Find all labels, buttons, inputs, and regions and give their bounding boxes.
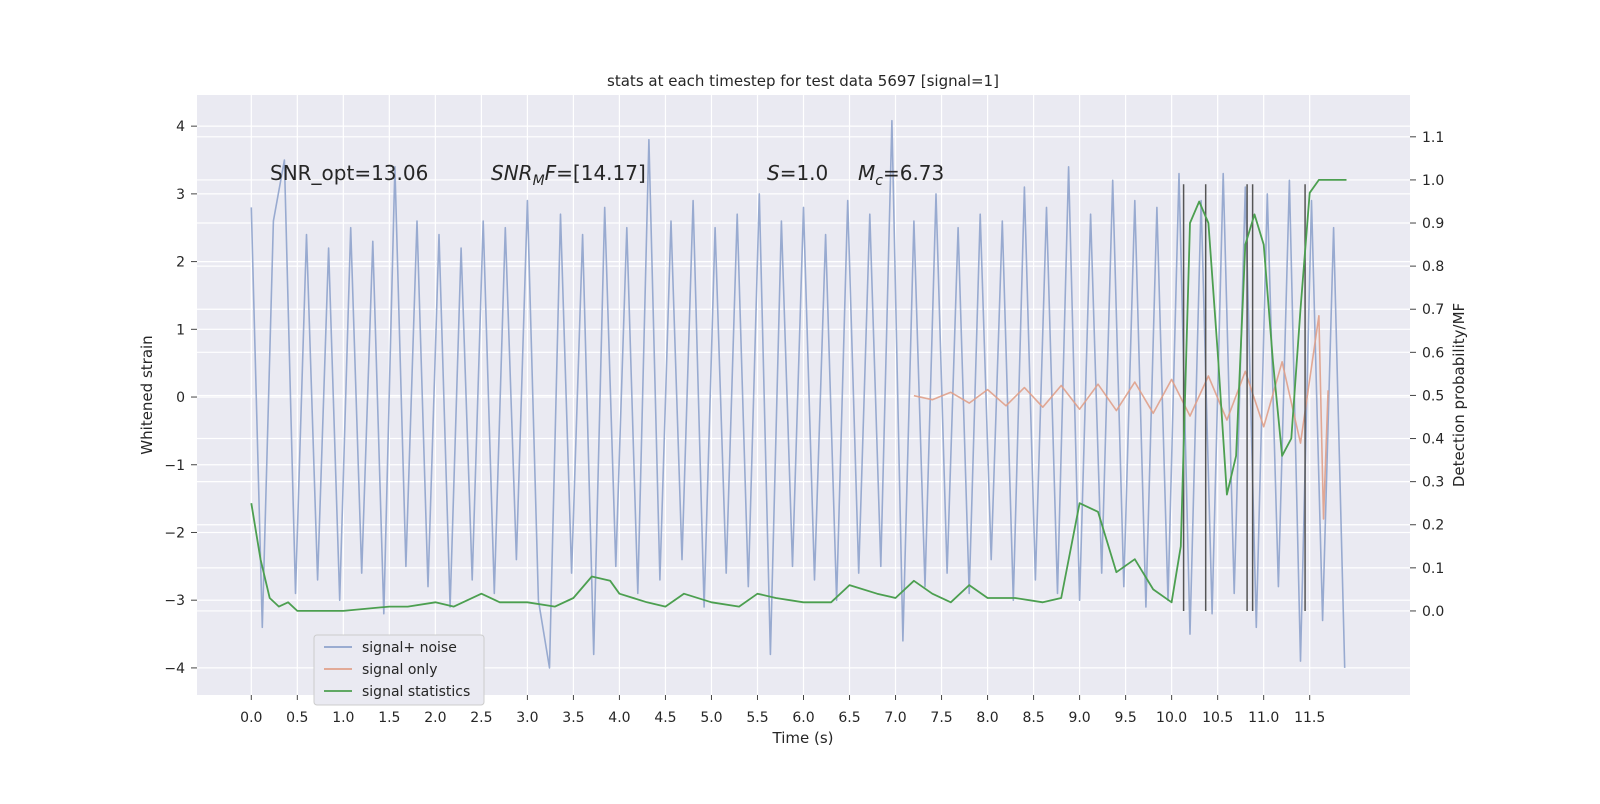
chart-title: stats at each timestep for test data 569… (607, 72, 999, 90)
x-tick-label: 5.5 (746, 710, 768, 726)
x-tick-label: 4.5 (654, 710, 676, 726)
y-axis-label: Whitened strain (138, 335, 156, 454)
y-tick-label: −2 (164, 525, 185, 541)
y-tick-label: 1 (176, 322, 185, 338)
y2-axis-label: Detection probability/MF (1450, 303, 1468, 487)
legend: signal+ noise signal only signal statistic… (313, 634, 485, 706)
annotation-part: M (858, 161, 875, 185)
series-line (250, 119, 1346, 669)
annotation: SNRMF=[14.17] (491, 161, 646, 189)
annotation-part: SNR_opt=13.06 (270, 161, 428, 185)
x-tick-label: 2.0 (424, 710, 446, 726)
legend-label: signal+ noise (362, 640, 457, 656)
y2-tick-label: 0.3 (1422, 475, 1444, 491)
x-tick-label: 3.5 (562, 710, 584, 726)
x-tick-label: 6.5 (838, 710, 860, 726)
annotation-part: =1.0 (780, 161, 829, 185)
y2-tick-label: 0.7 (1422, 302, 1444, 318)
x-tick-label: 11.5 (1294, 710, 1325, 726)
x-tick-label: 7.0 (884, 710, 906, 726)
y-tick-label: 3 (176, 187, 185, 203)
x-tick-label: 7.5 (930, 710, 952, 726)
annotation: SNR_opt=13.06 (270, 161, 428, 185)
y-tick-label: −3 (164, 593, 185, 609)
annotation-part: c (875, 173, 883, 189)
y2-tick-label: 0.1 (1422, 561, 1444, 577)
y2-tick-label: 0.6 (1422, 345, 1444, 361)
annotation: Mc=6.73 (858, 161, 944, 189)
y2-tick-label: 0.5 (1422, 388, 1444, 404)
y2-tick-label: 0.2 (1422, 518, 1444, 534)
x-tick-label: 1.5 (378, 710, 400, 726)
x-tick-label: 3.0 (516, 710, 538, 726)
annotation-part: F (545, 161, 557, 185)
x-tick-label: 10.0 (1156, 710, 1187, 726)
x-tick-label: 0.0 (240, 710, 262, 726)
x-tick-label: 4.0 (608, 710, 630, 726)
annotation-part: SNR (491, 161, 533, 185)
x-tick-label: 8.0 (976, 710, 998, 726)
x-tick-label: 8.5 (1022, 710, 1044, 726)
annotation-part: M (533, 173, 545, 189)
x-axis-label: Time (s) (772, 729, 834, 747)
x-tick-label: 6.0 (792, 710, 814, 726)
annotation-part: =6.73 (883, 161, 944, 185)
x-tick-label: 2.5 (470, 710, 492, 726)
annotation-part: S (767, 161, 780, 185)
legend-label: signal only (362, 662, 437, 678)
x-tick-label: 9.5 (1114, 710, 1136, 726)
y2-tick-label: 0.9 (1422, 216, 1444, 232)
x-tick-label: 9.0 (1068, 710, 1090, 726)
series-line (250, 179, 1347, 612)
y2-tick-label: 1.0 (1422, 173, 1444, 189)
x-tick-label: 11.0 (1248, 710, 1279, 726)
series-line (913, 315, 1329, 520)
annotation: S=1.0 (767, 161, 828, 185)
y-tick-label: 2 (176, 255, 185, 271)
legend-label: signal statistics (362, 684, 470, 700)
y2-tick-label: 0.0 (1422, 604, 1444, 620)
y-tick-label: 4 (176, 119, 185, 135)
y-tick-label: −4 (164, 661, 185, 677)
y-tick-label: −1 (164, 458, 185, 474)
legend-box (313, 634, 485, 706)
annotation-part: =[14.17] (556, 161, 646, 185)
y2-tick-label: 0.8 (1422, 259, 1444, 275)
x-tick-label: 5.0 (700, 710, 722, 726)
y2-tick-label: 1.1 (1422, 130, 1444, 146)
x-tick-label: 0.5 (286, 710, 308, 726)
x-tick-label: 10.5 (1202, 710, 1233, 726)
y2-tick-label: 0.4 (1422, 432, 1444, 448)
y-tick-label: 0 (176, 390, 185, 406)
x-tick-label: 1.0 (332, 710, 354, 726)
